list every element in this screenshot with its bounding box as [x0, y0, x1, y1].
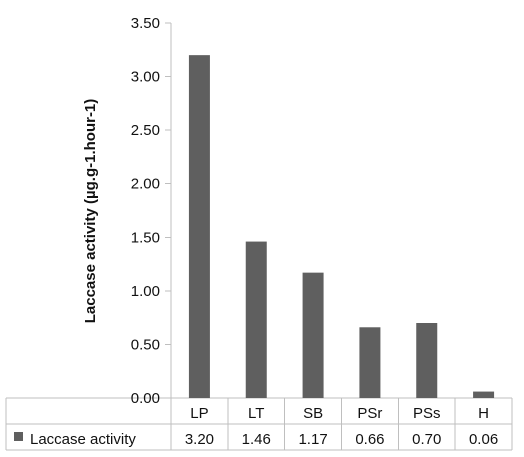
bars-group [188, 55, 495, 399]
y-tick-label: 2.00 [131, 176, 160, 193]
data-table: LP LT SB PSr PSs H Laccase activity 3.20 1.46 1.1… [5, 398, 513, 451]
x-tick-label-lp: LP [190, 405, 208, 422]
y-tick-label: 1.00 [131, 283, 160, 300]
x-tick-label-lt: LT [248, 405, 264, 422]
data-label-sb: 1.17 [298, 431, 327, 448]
data-label-psr: 0.66 [355, 431, 384, 448]
bar-h [473, 391, 495, 398]
data-label-pss: 0.70 [412, 431, 441, 448]
y-tick-label: 1.50 [131, 229, 160, 246]
bar-pss [416, 323, 438, 398]
data-label-lp: 3.20 [185, 431, 214, 448]
x-tick-label-psr: PSr [357, 405, 382, 422]
data-label-lt: 1.46 [242, 431, 271, 448]
y-axis-label: Laccase activity (µg.g-1.hour-1) [82, 99, 99, 324]
bar-lp [188, 55, 210, 399]
y-tick-label: 0.50 [131, 336, 160, 353]
legend-series-name: Laccase activity [30, 431, 136, 448]
x-tick-label-sb: SB [303, 405, 323, 422]
y-tick-label: 3.00 [131, 69, 160, 86]
y-tick-label: 2.50 [131, 122, 160, 139]
y-tick-label: 0.00 [131, 390, 160, 407]
axis-group: 0.00 0.50 1.00 1.50 2.00 2.50 3.00 3.50 [6, 15, 512, 407]
data-label-h: 0.06 [469, 431, 498, 448]
y-tick-label: 3.50 [131, 15, 160, 32]
legend-key [14, 432, 23, 441]
x-tick-label-pss: PSs [413, 405, 441, 422]
bar-sb [302, 272, 324, 398]
bar-lt [245, 241, 267, 398]
bar-psr [359, 327, 381, 398]
x-tick-label-h: H [478, 405, 489, 422]
